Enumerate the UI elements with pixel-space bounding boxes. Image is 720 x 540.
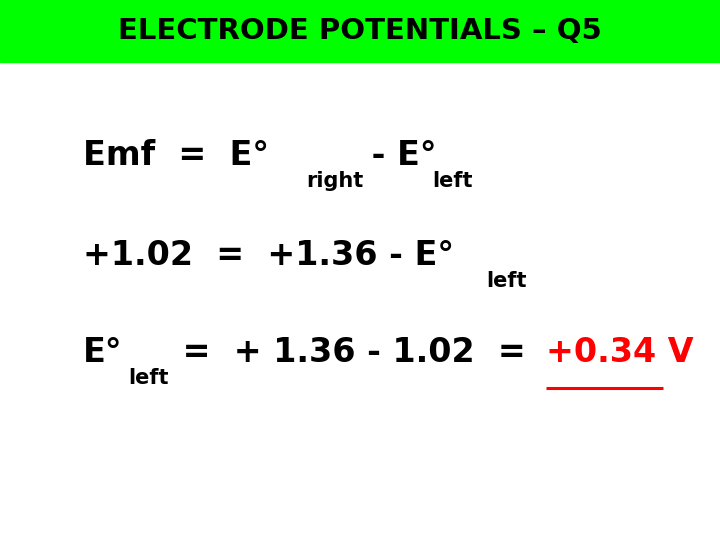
- Text: right: right: [306, 171, 364, 191]
- Text: +0.34 V: +0.34 V: [546, 336, 693, 369]
- Text: +1.02  =  +1.36 - E°: +1.02 = +1.36 - E°: [83, 239, 454, 272]
- Text: left: left: [128, 368, 168, 388]
- Text: left: left: [486, 271, 526, 291]
- Text: - E°: - E°: [360, 139, 436, 172]
- Text: left: left: [432, 171, 472, 191]
- Text: =  + 1.36 - 1.02  =: = + 1.36 - 1.02 =: [171, 336, 538, 369]
- Text: Emf  =  E°: Emf = E°: [83, 139, 269, 172]
- Text: E°: E°: [83, 336, 122, 369]
- Text: ELECTRODE POTENTIALS – Q5: ELECTRODE POTENTIALS – Q5: [118, 17, 602, 45]
- FancyBboxPatch shape: [0, 0, 720, 62]
